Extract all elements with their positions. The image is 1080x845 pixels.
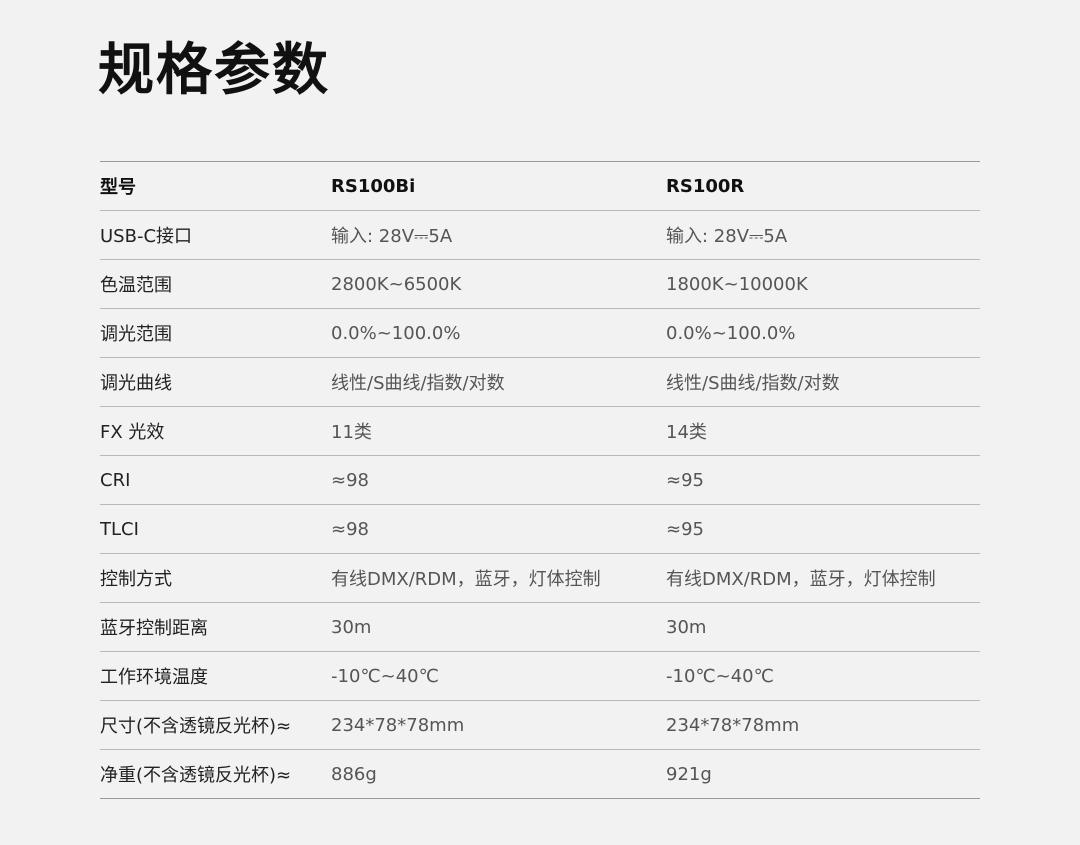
spec-table: 型号 RS100Bi RS100R USB-C接口 输入: 28V⎓5A 输入: 2… [100, 161, 980, 799]
spec-value-rs100bi: 0.0%~100.0% [331, 322, 461, 344]
spec-value-rs100r: -10℃~40℃ [666, 665, 774, 687]
spec-value-rs100bi: ≈98 [331, 518, 369, 540]
spec-value-rs100bi: -10℃~40℃ [331, 665, 439, 687]
spec-value-rs100r: 921g [666, 763, 712, 785]
spec-value-rs100r: ≈95 [666, 469, 704, 491]
model-rs100r: RS100R [666, 175, 745, 197]
spec-value-rs100r: 14类 [666, 422, 707, 443]
header-label: 型号 [100, 177, 136, 198]
page-title: 规格参数 [98, 38, 330, 103]
spec-value-rs100bi: 30m [331, 616, 372, 638]
spec-label: 工作环境温度 [100, 667, 208, 688]
table-header-row: 型号 RS100Bi RS100R [100, 162, 980, 211]
table-row: 调光曲线 线性/S曲线/指数/对数 线性/S曲线/指数/对数 [100, 358, 980, 407]
spec-label: 色温范围 [100, 275, 172, 296]
model-rs100bi: RS100Bi [331, 175, 416, 197]
spec-label: 蓝牙控制距离 [100, 618, 208, 639]
spec-value-rs100r: ≈95 [666, 518, 704, 540]
spec-label: 控制方式 [100, 569, 172, 590]
table-row: 净重(不含透镜反光杯)≈ 886g 921g [100, 750, 980, 799]
spec-value-rs100r: 有线DMX/RDM，蓝牙，灯体控制 [666, 569, 936, 590]
spec-label: 调光曲线 [100, 373, 172, 394]
spec-label: USB-C接口 [100, 226, 193, 247]
spec-value-rs100r: 30m [666, 616, 707, 638]
spec-value-rs100bi: 234*78*78mm [331, 714, 465, 736]
table-row: USB-C接口 输入: 28V⎓5A 输入: 28V⎓5A [100, 211, 980, 260]
table-row: FX 光效 11类 14类 [100, 407, 980, 456]
spec-label: 调光范围 [100, 324, 172, 345]
spec-label: FX 光效 [100, 422, 165, 443]
spec-value-rs100r: 输入: 28V⎓5A [666, 226, 788, 247]
spec-label: 净重(不含透镜反光杯)≈ [100, 765, 292, 786]
table-row: 色温范围 2800K~6500K 1800K~10000K [100, 260, 980, 309]
table-row: 工作环境温度 -10℃~40℃ -10℃~40℃ [100, 652, 980, 701]
spec-value-rs100r: 线性/S曲线/指数/对数 [666, 373, 840, 394]
spec-label: CRI [100, 469, 131, 491]
spec-value-rs100r: 234*78*78mm [666, 714, 800, 736]
table-row: CRI ≈98 ≈95 [100, 456, 980, 505]
spec-value-rs100r: 1800K~10000K [666, 273, 808, 295]
table-row: 尺寸(不含透镜反光杯)≈ 234*78*78mm 234*78*78mm [100, 701, 980, 750]
spec-value-rs100bi: ≈98 [331, 469, 369, 491]
table-row: 蓝牙控制距离 30m 30m [100, 603, 980, 652]
spec-value-rs100bi: 2800K~6500K [331, 273, 462, 295]
spec-value-rs100bi: 有线DMX/RDM，蓝牙，灯体控制 [331, 569, 601, 590]
spec-label: TLCI [100, 518, 139, 540]
spec-value-rs100bi: 线性/S曲线/指数/对数 [331, 373, 505, 394]
table-row: 控制方式 有线DMX/RDM，蓝牙，灯体控制 有线DMX/RDM，蓝牙，灯体控制 [100, 554, 980, 603]
table-row: TLCI ≈98 ≈95 [100, 505, 980, 554]
spec-value-rs100bi: 输入: 28V⎓5A [331, 226, 453, 247]
spec-value-rs100r: 0.0%~100.0% [666, 322, 796, 344]
spec-value-rs100bi: 886g [331, 763, 377, 785]
spec-label: 尺寸(不含透镜反光杯)≈ [100, 716, 292, 737]
spec-value-rs100bi: 11类 [331, 422, 372, 443]
table-row: 调光范围 0.0%~100.0% 0.0%~100.0% [100, 309, 980, 358]
